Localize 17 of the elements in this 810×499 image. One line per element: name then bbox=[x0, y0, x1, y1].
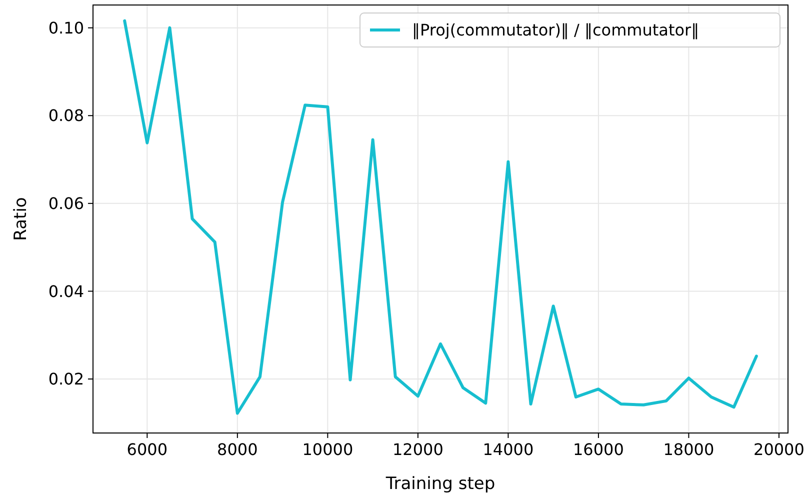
x-tick-label: 12000 bbox=[392, 440, 444, 459]
x-tick-label: 16000 bbox=[573, 440, 624, 459]
y-tick-label: 0.02 bbox=[48, 370, 84, 389]
y-tick-label: 0.08 bbox=[48, 106, 84, 126]
x-tick-label: 10000 bbox=[302, 440, 354, 459]
y-axis-title: Ratio bbox=[11, 197, 31, 241]
x-tick-label: 18000 bbox=[663, 440, 714, 459]
x-axis-title: Training step bbox=[384, 474, 496, 494]
y-tick-label: 0.06 bbox=[48, 194, 84, 214]
x-tick-label: 20000 bbox=[754, 440, 804, 459]
x-tick-label: 8000 bbox=[217, 440, 258, 459]
y-tick-label: 0.04 bbox=[48, 282, 84, 301]
line-series bbox=[123, 19, 758, 415]
x-tick-label: 6000 bbox=[126, 440, 168, 459]
x-tick-label: 14000 bbox=[482, 440, 534, 459]
y-tick-label: 0.10 bbox=[48, 18, 84, 38]
legend-label: ‖Proj(commutator)‖ / ‖commutator‖ bbox=[412, 20, 700, 40]
